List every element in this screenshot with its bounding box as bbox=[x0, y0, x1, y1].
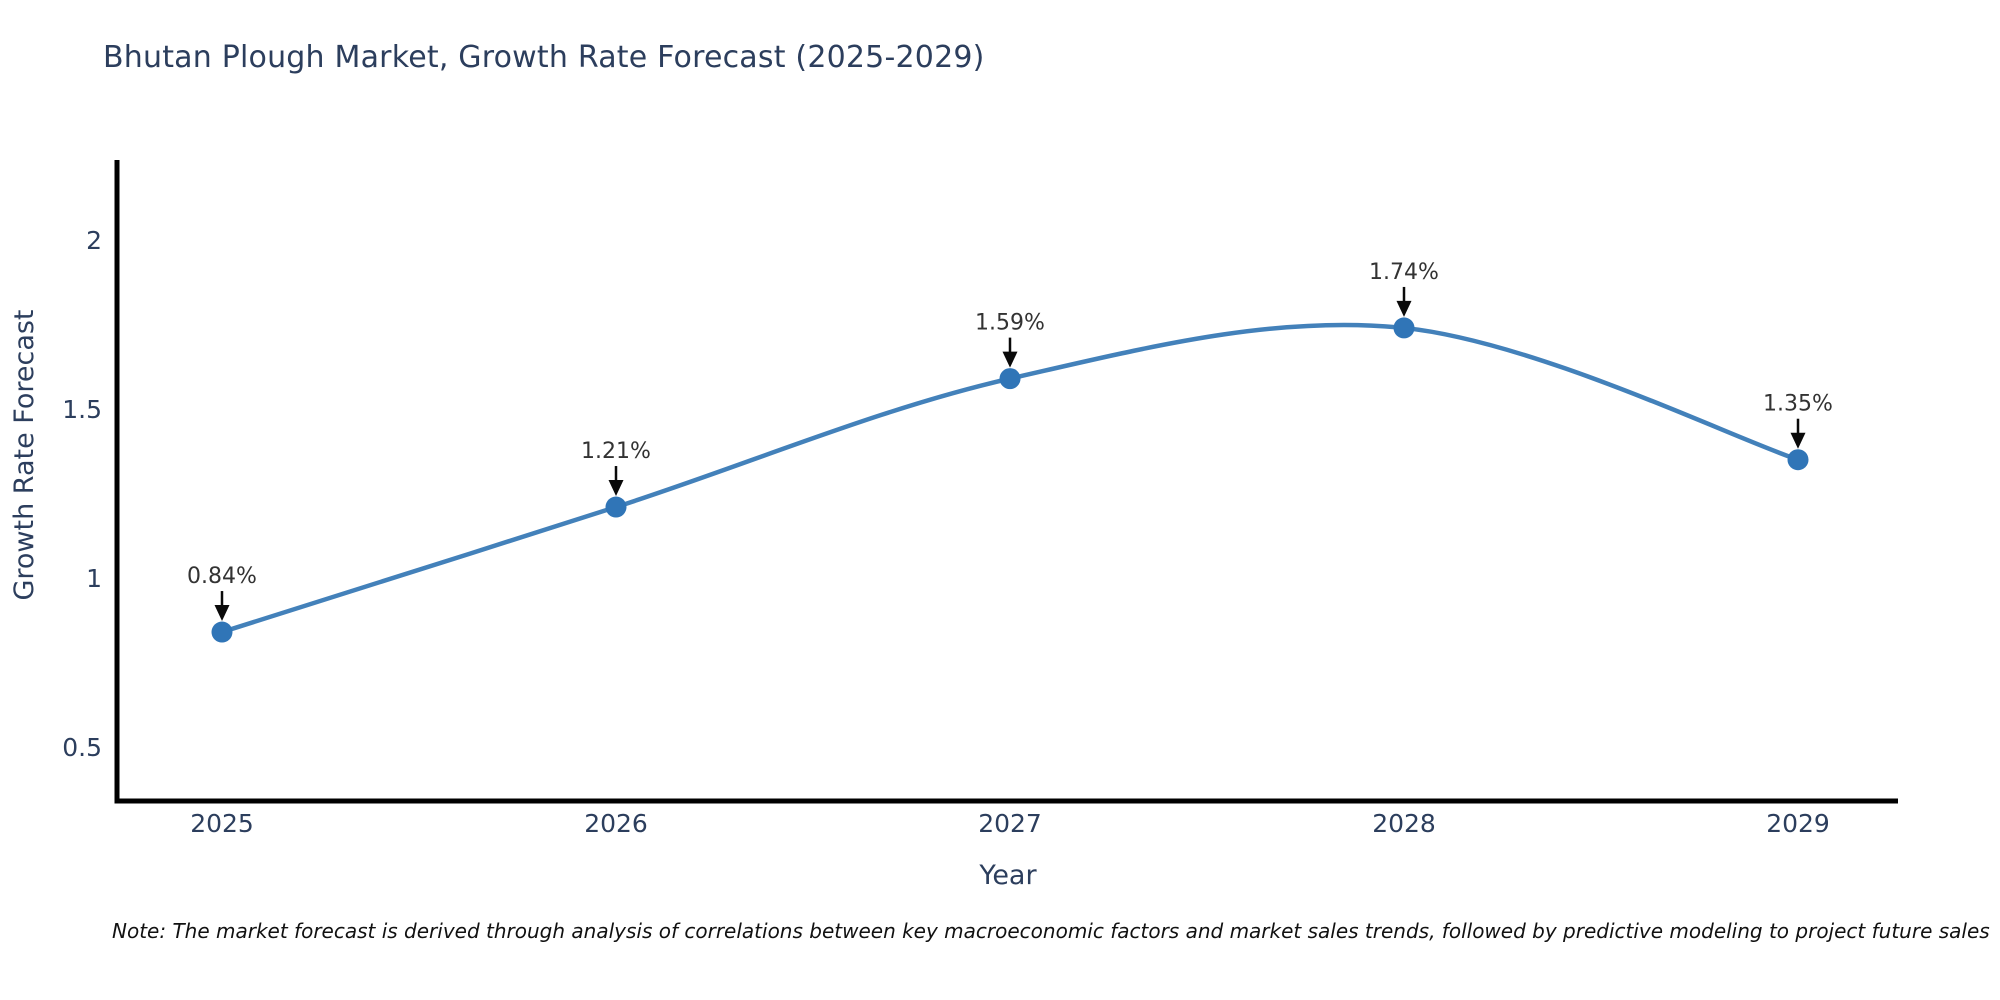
x-tick-label: 2026 bbox=[584, 809, 648, 838]
x-tick-label: 2028 bbox=[1372, 809, 1436, 838]
data-point-marker bbox=[1393, 317, 1415, 339]
chart-title: Bhutan Plough Market, Growth Rate Foreca… bbox=[103, 40, 985, 75]
y-tick-label: 1 bbox=[86, 564, 102, 593]
data-point-label: 1.35% bbox=[1763, 392, 1833, 417]
data-point-label: 1.21% bbox=[581, 439, 651, 464]
y-tick-label: 0.5 bbox=[62, 733, 102, 762]
annotation-arrowhead-icon bbox=[1396, 300, 1412, 317]
x-tick-label: 2027 bbox=[978, 809, 1042, 838]
y-axis-title: Growth Rate Forecast bbox=[9, 309, 40, 600]
x-tick-label: 2025 bbox=[190, 809, 254, 838]
data-point-label: 1.74% bbox=[1369, 260, 1439, 285]
data-point-marker bbox=[211, 621, 233, 643]
annotation-arrowhead-icon bbox=[1790, 432, 1806, 449]
annotation-arrowhead-icon bbox=[1002, 351, 1018, 368]
x-tick-label: 2029 bbox=[1766, 809, 1830, 838]
x-axis-title: Year bbox=[978, 860, 1037, 891]
data-point-label: 1.59% bbox=[975, 311, 1045, 336]
data-point-marker bbox=[999, 368, 1021, 390]
data-point-marker bbox=[1787, 449, 1809, 471]
annotation-arrowhead-icon bbox=[608, 480, 624, 497]
footnote: Note: The market forecast is derived thr… bbox=[112, 919, 1990, 943]
data-point-label: 0.84% bbox=[187, 564, 257, 589]
y-tick-label: 2 bbox=[86, 226, 102, 255]
annotation-arrowhead-icon bbox=[214, 605, 230, 622]
data-point-marker bbox=[605, 496, 627, 518]
y-tick-label: 1.5 bbox=[62, 395, 102, 424]
